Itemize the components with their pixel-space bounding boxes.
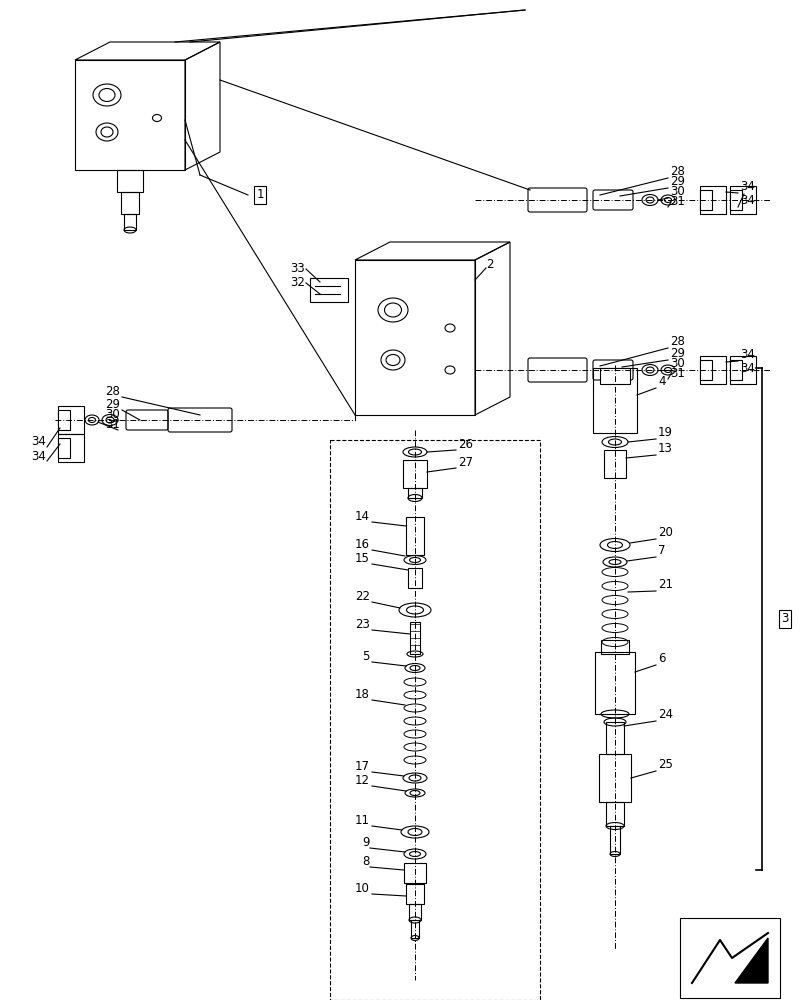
Bar (599, 754, 630, 802)
Text: 4: 4 (657, 375, 665, 388)
Text: 17: 17 (354, 760, 370, 773)
Text: 30: 30 (669, 185, 684, 198)
Bar (605, 802, 623, 826)
Text: 7: 7 (657, 544, 665, 557)
Text: 9: 9 (362, 836, 370, 849)
Text: 26: 26 (457, 438, 473, 451)
Bar (605, 722, 623, 754)
Bar (58, 410, 70, 430)
Bar (410, 622, 419, 654)
Text: 34: 34 (31, 450, 46, 463)
Bar (600, 640, 629, 654)
Bar (410, 920, 418, 938)
Text: 34: 34 (739, 180, 754, 193)
Text: 29: 29 (669, 175, 684, 188)
Text: 34: 34 (739, 194, 754, 207)
Text: 2: 2 (486, 258, 493, 271)
Text: 5: 5 (363, 650, 370, 663)
Text: 28: 28 (669, 335, 684, 348)
Text: 33: 33 (290, 261, 305, 274)
Text: 15: 15 (354, 552, 370, 565)
Text: 22: 22 (354, 590, 370, 603)
Text: 12: 12 (354, 774, 370, 787)
Bar (599, 368, 629, 384)
Text: 16: 16 (354, 538, 370, 551)
Text: 34: 34 (739, 362, 754, 375)
Bar (404, 863, 426, 883)
Bar (594, 652, 634, 714)
Bar (679, 918, 779, 998)
Bar (729, 190, 741, 210)
Bar (699, 360, 711, 380)
Bar (310, 278, 348, 302)
Text: 27: 27 (457, 456, 473, 469)
Text: 30: 30 (105, 408, 120, 421)
Bar (409, 904, 420, 920)
Text: 11: 11 (354, 814, 370, 827)
Bar (124, 214, 135, 230)
Bar (406, 517, 423, 555)
Bar (58, 434, 84, 462)
Text: 28: 28 (105, 385, 120, 398)
Bar (729, 186, 755, 214)
Text: 25: 25 (657, 758, 672, 771)
Text: 32: 32 (290, 275, 305, 288)
Text: 21: 21 (657, 578, 672, 591)
Bar (729, 360, 741, 380)
Bar (329, 440, 539, 1000)
Text: 18: 18 (354, 688, 370, 701)
Text: 14: 14 (354, 510, 370, 523)
Text: 31: 31 (669, 367, 684, 380)
Text: 10: 10 (354, 882, 370, 895)
Bar (407, 488, 422, 498)
Text: 24: 24 (657, 708, 672, 721)
Bar (58, 438, 70, 458)
Text: 19: 19 (657, 426, 672, 439)
Text: 29: 29 (669, 347, 684, 360)
Text: 6: 6 (657, 652, 665, 665)
Bar (729, 356, 755, 384)
Text: 20: 20 (657, 526, 672, 539)
Bar (121, 192, 139, 214)
Bar (58, 406, 84, 434)
Bar (117, 170, 143, 192)
Text: 8: 8 (363, 855, 370, 868)
Text: 3: 3 (780, 612, 787, 626)
Bar (603, 450, 625, 478)
Bar (402, 460, 427, 488)
Text: 29: 29 (105, 398, 120, 411)
Bar (407, 568, 422, 588)
Bar (699, 356, 725, 384)
Text: 30: 30 (669, 357, 684, 370)
Bar (699, 190, 711, 210)
Text: 28: 28 (669, 165, 684, 178)
Text: 34: 34 (31, 435, 46, 448)
Text: 34: 34 (739, 348, 754, 361)
Text: 23: 23 (354, 618, 370, 631)
Text: 1: 1 (256, 188, 264, 202)
Polygon shape (734, 938, 767, 983)
Bar (609, 826, 620, 854)
Bar (699, 186, 725, 214)
Text: 31: 31 (669, 195, 684, 208)
Text: 13: 13 (657, 442, 672, 455)
Bar (592, 368, 636, 433)
Bar (406, 884, 423, 904)
Text: 31: 31 (105, 418, 120, 431)
